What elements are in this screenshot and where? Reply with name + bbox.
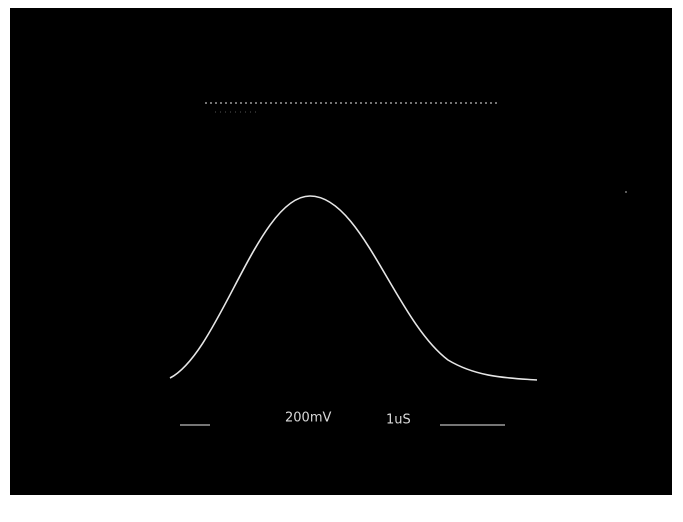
volts-per-div: 200mV [285,411,331,426]
speck [625,191,627,193]
oscilloscope-screen: 200mV 1uS [0,0,683,522]
page: {"screen": {"volts_per_div": "200mV", "t… [0,0,683,522]
screen-background [10,8,672,495]
time-per-div: 1uS [386,413,411,428]
